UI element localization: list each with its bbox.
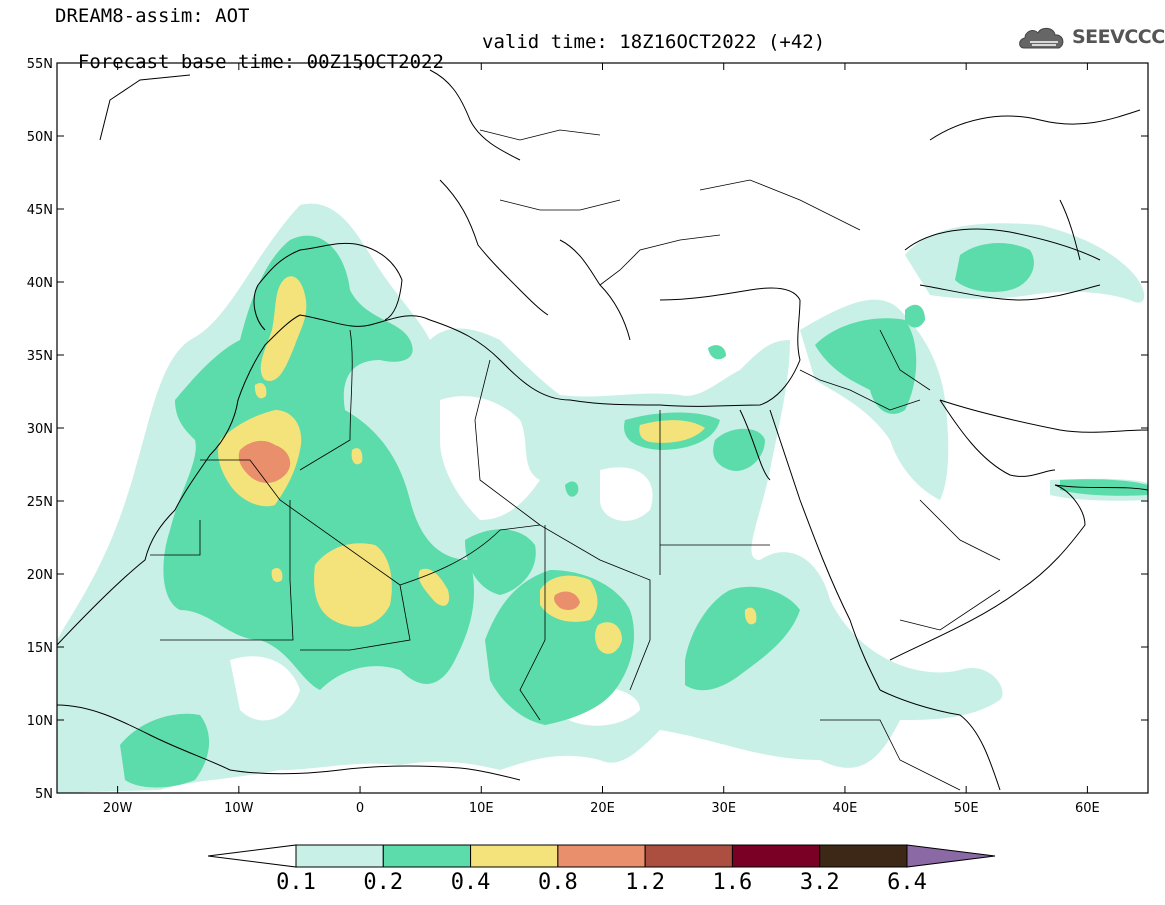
lon-tick-label: 20E	[590, 801, 615, 816]
colorbar-box	[819, 844, 908, 868]
colorbar-label: 0.2	[363, 870, 404, 895]
seevccc-logo: SEEVCCC	[1018, 22, 1165, 58]
aot-level-4	[238, 440, 580, 610]
latitude-axis: 55N 50N 45N 40N 35N 30N 25N 20N 15N 10N 5N	[27, 57, 1148, 802]
colorbar-label: 6.4	[887, 870, 927, 895]
lat-tick-label: 55N	[27, 57, 53, 72]
lon-tick-label: 60E	[1075, 801, 1100, 816]
lat-tick-label: 45N	[27, 203, 53, 218]
lon-tick-label: 50E	[954, 801, 979, 816]
lon-tick-label: 10E	[469, 801, 494, 816]
logo-text: SEEVCCC	[1072, 26, 1165, 48]
colorbar-box	[557, 844, 646, 868]
colorbar-box	[295, 844, 384, 868]
colorbar-box	[470, 844, 559, 868]
colorbar-label: 0.1	[276, 870, 316, 895]
coastlines	[57, 69, 1148, 791]
lat-tick-label: 20N	[27, 568, 53, 583]
colorbar-min-arrow	[207, 844, 297, 868]
lon-tick-label: 30E	[711, 801, 736, 816]
colorbar-box	[731, 844, 821, 868]
colorbar-box	[644, 844, 733, 868]
country-borders	[150, 129, 1001, 791]
lon-tick-label: 40E	[833, 801, 858, 816]
lon-tick-label: 10W	[224, 801, 254, 816]
colorbar-label: 0.8	[537, 870, 578, 895]
map-title: DREAM8-assim: AOT	[55, 5, 250, 27]
lat-tick-label: 30N	[27, 422, 53, 437]
lat-tick-label: 15N	[27, 641, 53, 656]
colorbar-label: 0.4	[450, 870, 491, 895]
longitude-axis: 20W 10W 0 10E 20E 30E 40E 50E 60E	[103, 63, 1100, 816]
colorbar-label: 1.2	[625, 870, 666, 895]
colorbar-label: 3.2	[799, 870, 840, 895]
colorbar-label: 1.6	[712, 870, 753, 895]
lat-tick-label: 25N	[27, 495, 53, 510]
base-time: Forecast base time: 00Z15OCT2022	[77, 51, 444, 73]
colorbar	[207, 844, 996, 868]
lat-tick-label: 35N	[27, 349, 53, 364]
aot-field	[57, 203, 1148, 793]
lat-tick-label: 10N	[27, 714, 53, 729]
forecast-time-line: Forecast base time: 00Z15OCT2022 valid t…	[55, 32, 825, 92]
lat-tick-label: 50N	[27, 130, 53, 145]
cloud-icon	[1019, 27, 1064, 49]
valid-time: valid time: 18Z16OCT2022 (+42)	[482, 31, 826, 53]
lon-tick-label: 20W	[103, 801, 133, 816]
lat-tick-label: 5N	[35, 787, 53, 802]
colorbar-labels: 0.1 0.2 0.4 0.8 1.2 1.6 3.2 6.4	[0, 870, 1165, 900]
lat-tick-label: 40N	[27, 276, 53, 291]
colorbar-box	[382, 844, 472, 868]
lon-tick-label: 0	[356, 801, 364, 816]
colorbar-max-arrow	[906, 844, 996, 868]
